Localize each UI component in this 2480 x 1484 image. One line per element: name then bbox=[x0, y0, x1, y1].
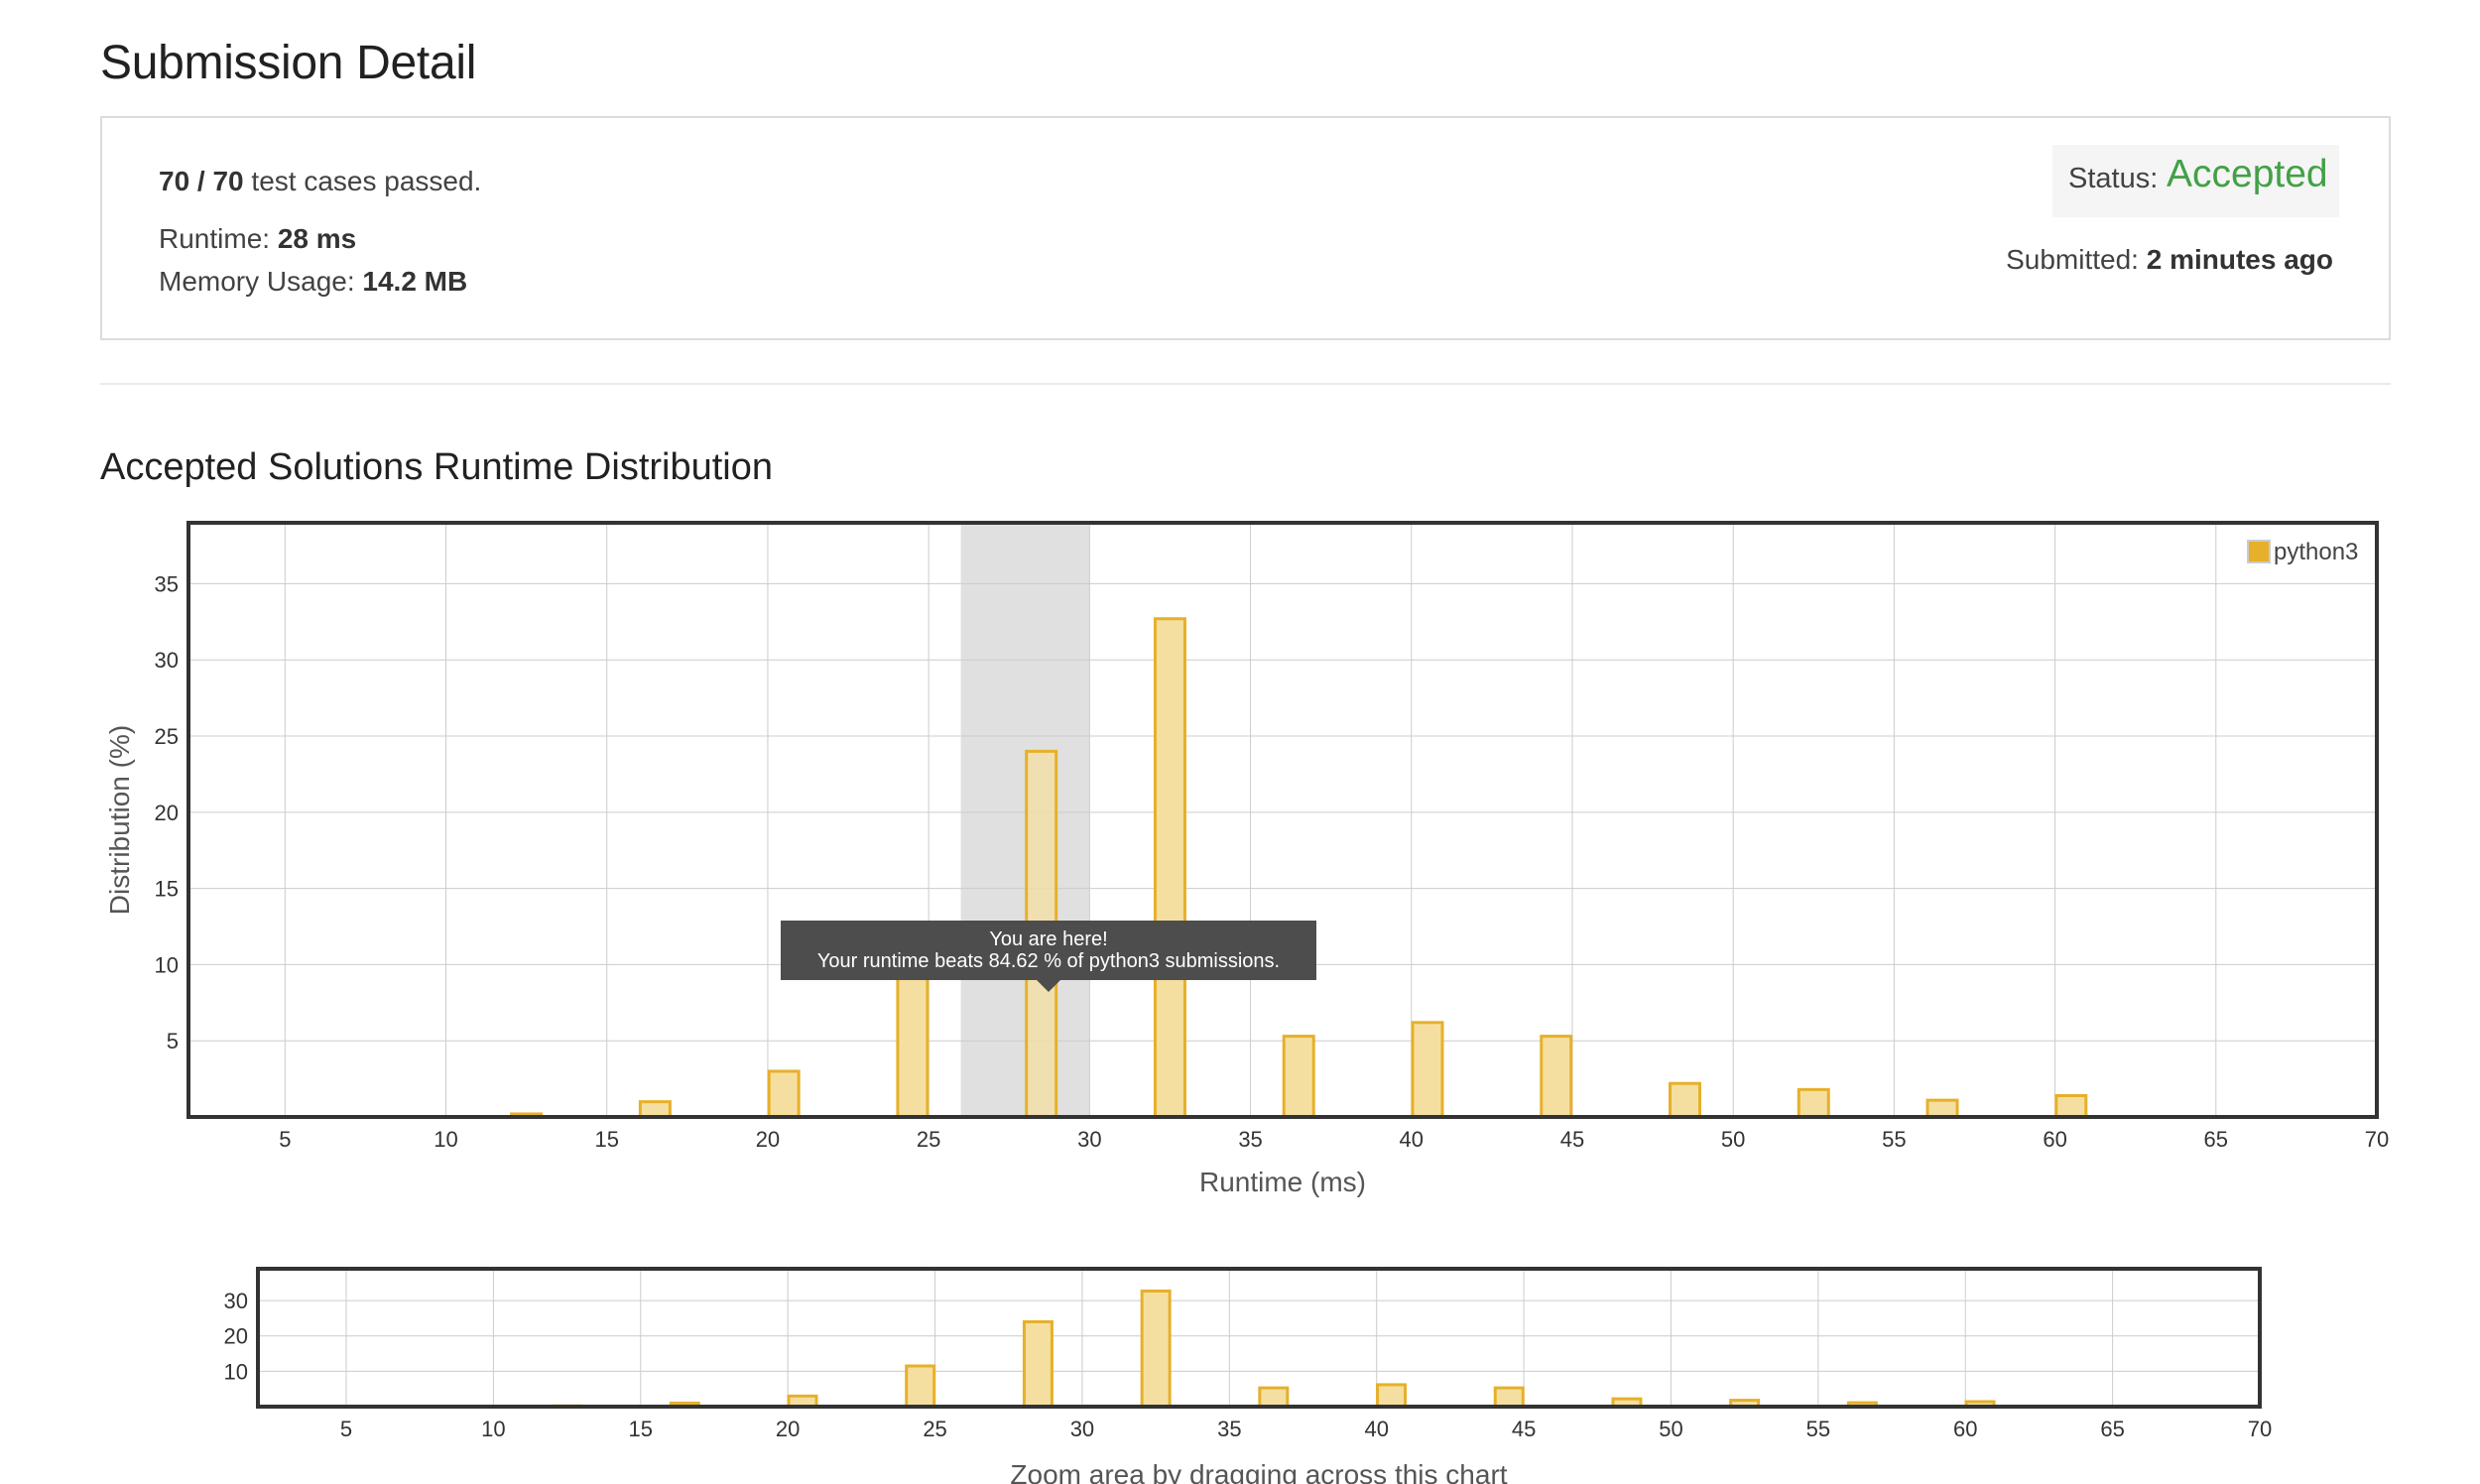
main-chart-x-tick-label: 20 bbox=[756, 1127, 780, 1152]
main-chart-bar[interactable] bbox=[767, 1069, 801, 1119]
main-chart-bar[interactable] bbox=[1797, 1087, 1830, 1119]
main-chart-x-tick-label: 40 bbox=[1400, 1127, 1424, 1152]
submission-summary-box bbox=[100, 116, 2391, 340]
overview-chart-bar[interactable] bbox=[1258, 1386, 1290, 1409]
overview-chart-x-tick-label: 40 bbox=[1364, 1417, 1388, 1441]
main-chart-x-tick-label: 60 bbox=[2043, 1127, 2066, 1152]
main-chart-y-tick-label: 35 bbox=[155, 571, 179, 596]
main-chart-y-tick-label: 30 bbox=[155, 648, 179, 673]
status-value[interactable]: Accepted bbox=[2167, 153, 2328, 195]
overview-chart-x-tick-label: 65 bbox=[2100, 1417, 2124, 1441]
main-chart-x-tick-label: 35 bbox=[1238, 1127, 1262, 1152]
main-chart-y-tick-label: 15 bbox=[155, 877, 179, 902]
main-chart-legend-swatch[interactable] bbox=[2247, 540, 2271, 563]
test-cases-suffix: test cases passed. bbox=[251, 166, 482, 196]
overview-chart-y-tick-label: 20 bbox=[224, 1324, 248, 1349]
main-chart-bar[interactable] bbox=[1411, 1021, 1444, 1119]
overview-chart-y-tick-label: 10 bbox=[224, 1359, 248, 1384]
overview-chart-bar[interactable] bbox=[1022, 1319, 1054, 1409]
overview-chart-x-tick-label: 70 bbox=[2248, 1417, 2272, 1441]
overview-chart-frame[interactable] bbox=[256, 1267, 2262, 1409]
overview-chart-x-tick-label: 10 bbox=[481, 1417, 505, 1441]
overview-chart-bar[interactable] bbox=[1140, 1289, 1172, 1409]
overview-chart-x-tick-label: 20 bbox=[776, 1417, 800, 1441]
zoom-hint: Zoom area by dragging across this chart bbox=[1010, 1459, 1507, 1484]
distribution-title: Accepted Solutions Runtime Distribution bbox=[100, 446, 774, 488]
test-cases-line: 70 / 70 test cases passed. bbox=[159, 166, 481, 197]
main-chart-x-tick-label: 70 bbox=[2365, 1127, 2389, 1152]
main-chart-x-tick-label: 30 bbox=[1077, 1127, 1101, 1152]
overview-chart-bar[interactable] bbox=[1493, 1386, 1525, 1409]
overview-chart-x-tick-label: 5 bbox=[340, 1417, 352, 1441]
submitted-label: Submitted: bbox=[2006, 244, 2139, 275]
section-divider bbox=[100, 383, 2391, 385]
main-chart-x-tick-label: 5 bbox=[279, 1127, 291, 1152]
tooltip-title: You are here! bbox=[989, 928, 1108, 950]
status-badge: Status: Accepted bbox=[2052, 145, 2339, 217]
overview-chart-x-tick-label: 25 bbox=[923, 1417, 946, 1441]
overview-chart-x-tick-label: 55 bbox=[1806, 1417, 1830, 1441]
main-chart-bar[interactable] bbox=[1669, 1081, 1702, 1119]
runtime-label: Runtime: bbox=[159, 223, 271, 254]
overview-chart-x-tick-label: 15 bbox=[629, 1417, 653, 1441]
main-chart-bar[interactable] bbox=[638, 1100, 672, 1119]
overview-chart-x-tick-label: 35 bbox=[1217, 1417, 1241, 1441]
overview-chart-y-tick-label: 30 bbox=[224, 1289, 248, 1313]
overview-chart-bar[interactable] bbox=[905, 1364, 936, 1409]
runtime-value: 28 ms bbox=[277, 223, 357, 254]
overview-chart-bar[interactable] bbox=[1376, 1383, 1408, 1409]
memory-label: Memory Usage: bbox=[159, 266, 355, 297]
main-chart-y-tick-label: 20 bbox=[155, 801, 179, 825]
main-chart-bar[interactable] bbox=[1153, 617, 1186, 1119]
main-chart-legend-label: python3 bbox=[2274, 539, 2358, 565]
overview-chart-x-tick-label: 30 bbox=[1070, 1417, 1094, 1441]
main-chart-x-axis-label: Runtime (ms) bbox=[1199, 1167, 1366, 1197]
runtime-line: Runtime: 28 ms bbox=[159, 223, 356, 255]
main-chart-x-tick-label: 65 bbox=[2204, 1127, 2228, 1152]
main-chart-y-axis-label: Distribution (%) bbox=[104, 725, 135, 915]
submitted-line: Submitted: 2 minutes ago bbox=[2006, 244, 2333, 276]
main-chart-y-tick-label: 25 bbox=[155, 724, 179, 749]
main-chart-y-tick-label: 10 bbox=[155, 952, 179, 977]
overview-chart-x-tick-label: 60 bbox=[1953, 1417, 1977, 1441]
you-are-here-tooltip: You are here! Your runtime beats 84.62 %… bbox=[781, 921, 1316, 992]
page-title: Submission Detail bbox=[100, 37, 477, 89]
main-chart-frame[interactable] bbox=[186, 521, 2379, 1119]
main-chart-bar[interactable] bbox=[2054, 1093, 2088, 1119]
status-label: Status: bbox=[2068, 163, 2159, 194]
main-chart-x-tick-label: 10 bbox=[434, 1127, 457, 1152]
tooltip-text: Your runtime beats 84.62 % of python3 su… bbox=[816, 950, 1281, 972]
main-chart-x-tick-label: 55 bbox=[1882, 1127, 1906, 1152]
main-chart-bar[interactable] bbox=[1540, 1035, 1573, 1119]
main-chart-x-tick-label: 50 bbox=[1721, 1127, 1745, 1152]
overview-chart-x-tick-label: 50 bbox=[1659, 1417, 1682, 1441]
main-chart-x-tick-label: 25 bbox=[917, 1127, 940, 1152]
main-chart-x-tick-label: 15 bbox=[594, 1127, 618, 1152]
main-chart-y-tick-label: 5 bbox=[167, 1029, 179, 1053]
test-cases-count: 70 / 70 bbox=[159, 166, 244, 196]
main-chart-x-tick-label: 45 bbox=[1560, 1127, 1584, 1152]
main-chart-bar[interactable] bbox=[1925, 1098, 1959, 1119]
memory-value: 14.2 MB bbox=[362, 266, 468, 297]
overview-chart-x-tick-label: 45 bbox=[1512, 1417, 1536, 1441]
submitted-value: 2 minutes ago bbox=[2146, 244, 2333, 275]
memory-line: Memory Usage: 14.2 MB bbox=[159, 266, 467, 298]
main-chart-bar[interactable] bbox=[1282, 1035, 1315, 1119]
